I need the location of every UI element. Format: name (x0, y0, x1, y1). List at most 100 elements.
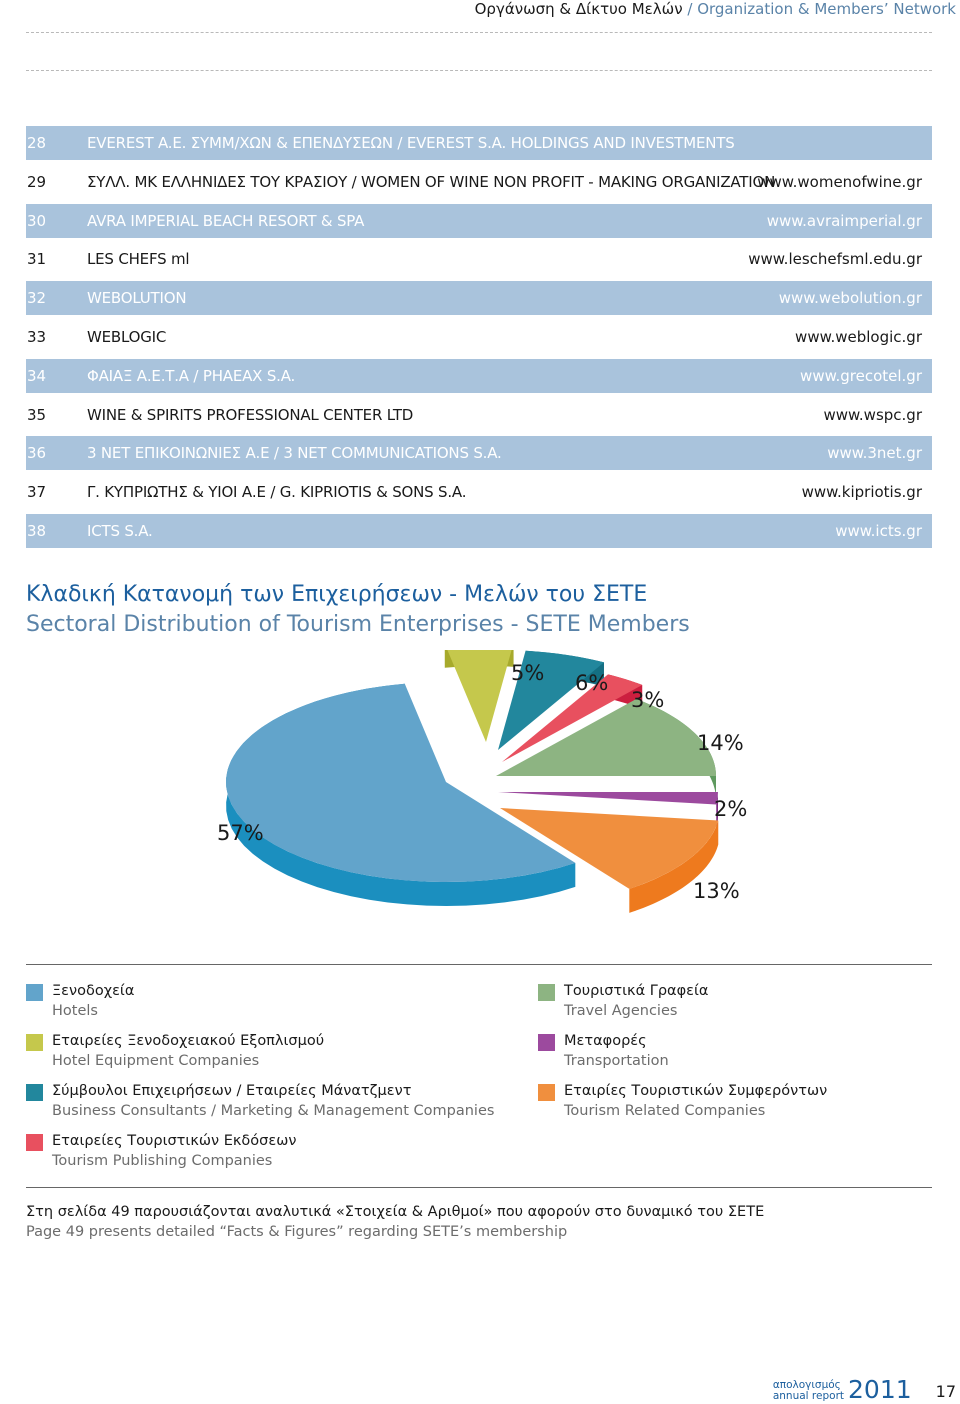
member-number: 29 (27, 172, 47, 191)
member-url-link[interactable]: www.3net.gr (827, 444, 922, 463)
legend-label-greek: Τουριστικά Γραφεία (564, 983, 709, 999)
member-number: 31 (27, 250, 47, 269)
legend-swatch (538, 984, 555, 1001)
header-divider-2 (26, 70, 932, 71)
legend-label-english: Tourism Related Companies (564, 1103, 766, 1119)
member-row: 30 AVRA IMPERIAL BEACH RESORT & SPA www.av… (26, 203, 932, 238)
member-row: 29 ΣΥΛΛ. ΜΚ ΕΛΛΗΝΙΔΕΣ ΤΟΥ ΚΡΑΣΙΟΥ / WOMEN… (26, 165, 932, 199)
legend-label-greek: Εταιρείες Τουριστικών Εκδόσεων (52, 1133, 297, 1149)
member-row: 37 Γ. ΚΥΠΡΙΩΤΗΣ & ΥΙΟΙ Α.Ε / G. KIPRIOTIS… (26, 475, 932, 509)
member-url-link[interactable]: www.icts.gr (835, 521, 922, 540)
pie-data-label: 5% (511, 661, 544, 685)
member-name: Γ. ΚΥΠΡΙΩΤΗΣ & ΥΙΟΙ Α.Ε / G. KIPRIOTIS &… (87, 483, 467, 502)
pie-slice (447, 650, 512, 742)
footer-year: 2011 (848, 1375, 912, 1404)
legend-item: Σύμβουλοι Επιχειρήσεων / Εταιρείες Μάνατ… (26, 1081, 494, 1121)
footer-label-english: annual report (772, 1390, 845, 1402)
footer-label: απολογισμός annual report (773, 1380, 844, 1402)
member-url-link[interactable]: www.grecotel.gr (800, 366, 922, 385)
legend-swatch (538, 1084, 555, 1101)
running-header: Οργάνωση & Δίκτυο Μελών / Organization &… (475, 0, 956, 18)
legend-label-greek: Σύμβουλοι Επιχειρήσεων / Εταιρείες Μάνατ… (52, 1083, 412, 1099)
pie-slice (225, 683, 576, 882)
member-number: 33 (27, 327, 47, 346)
member-row: 34 ΦΑΙΑΞ Α.Ε.Τ.Α / PHAEAX S.A. www.grecote… (26, 358, 932, 393)
section-title-greek: Κλαδική Κατανομή των Επιχειρήσεων - Μελώ… (26, 582, 648, 607)
member-number: 38 (27, 521, 47, 540)
pie-data-label: 3% (631, 688, 664, 712)
legend-right: Τουριστικά Γραφεία Travel Agencies Μεταφορ… (538, 981, 827, 1121)
member-row: 28 EVEREST A.E. ΣΥΜΜ/ΧΩΝ & ΕΠΕΝΔΥΣΕΩΝ / E… (26, 126, 932, 160)
page-number: 17 (935, 1382, 956, 1401)
pie-data-label: 57% (217, 821, 264, 845)
member-name: LES CHEFS ml (87, 250, 190, 269)
section-title-english: Sectoral Distribution of Tourism Enterpr… (26, 612, 690, 637)
legend-label-english: Tourism Publishing Companies (52, 1153, 273, 1169)
pie-data-label: 13% (693, 879, 740, 903)
pie-slice (498, 650, 604, 750)
members-list: 28 EVEREST A.E. ΣΥΜΜ/ΧΩΝ & ΕΠΕΝΔΥΣΕΩΝ / E… (26, 126, 932, 553)
page-footer: απολογισμός annual report 2011 17 (773, 1375, 956, 1404)
member-row: 38 ICTS S.A. www.icts.gr (26, 513, 932, 548)
legend-label-english: Hotels (52, 1003, 98, 1019)
legend-label-greek: Ξενοδοχεία (52, 983, 135, 999)
member-number: 30 (27, 211, 47, 230)
note-english: Page 49 presents detailed “Facts & Figur… (26, 1224, 568, 1240)
legend-item: Εταιρείες Τουριστικών Εκδόσεων Tourism Pu… (26, 1131, 494, 1171)
legend-swatch (26, 984, 43, 1001)
legend-label-english: Business Consultants / Marketing & Manag… (52, 1103, 495, 1119)
legend-top-rule (26, 964, 932, 965)
note-greek: Στη σελίδα 49 παρουσιάζονται αναλυτικά «… (26, 1204, 765, 1220)
legend-item: Μεταφορές Transportation (538, 1031, 827, 1071)
pie-data-label: 2% (714, 797, 747, 821)
legend-label-english: Travel Agencies (564, 1003, 678, 1019)
member-number: 35 (27, 405, 47, 424)
pie-slice (496, 698, 716, 776)
legend-label-english: Transportation (564, 1053, 669, 1069)
member-number: 34 (27, 366, 47, 385)
footer-label-greek: απολογισμός (772, 1379, 841, 1391)
member-row: 31 LES CHEFS ml www.leschefsml.edu.gr (26, 242, 932, 276)
member-name: WINE & SPIRITS PROFESSIONAL CENTER LTD (87, 405, 414, 424)
section-title: Κλαδική Κατανομή των Επιχειρήσεων - Μελώ… (26, 580, 690, 640)
pie-data-label: 14% (697, 731, 744, 755)
legend-left: Ξενοδοχεία Hotels Εταιρείες Ξενοδοχειακού … (26, 981, 494, 1171)
pie-slice-side (226, 683, 576, 906)
legend-label-greek: Εταιρείες Ξενοδοχειακού Εξοπλισμού (52, 1033, 325, 1049)
pie-data-label: 6% (575, 671, 608, 695)
sector-pie-chart: 57% 5% 6% 3% 14% 2% 13% (217, 650, 747, 913)
member-name: ΣΥΛΛ. ΜΚ ΕΛΛΗΝΙΔΕΣ ΤΟΥ ΚΡΑΣΙΟΥ / WOMEN O… (87, 172, 776, 191)
legend-item: Εταιρίες Τουριστικών Συμφερόντων Tourism … (538, 1081, 827, 1121)
member-url-link[interactable]: www.leschefsml.edu.gr (748, 250, 922, 269)
legend-swatch (538, 1034, 555, 1051)
member-row: 33 WEBLOGIC www.weblogic.gr (26, 320, 932, 354)
member-row: 32 WEBOLUTION www.webolution.gr (26, 281, 932, 316)
member-url-link[interactable]: www.womenofwine.gr (757, 172, 922, 191)
member-url-link[interactable]: www.weblogic.gr (795, 327, 922, 346)
member-number: 37 (27, 483, 47, 502)
member-url-link[interactable]: www.webolution.gr (778, 289, 922, 308)
member-name: WEBOLUTION (87, 289, 187, 308)
legend-label-greek: Εταιρίες Τουριστικών Συμφερόντων (564, 1083, 828, 1099)
pie-slice (502, 674, 643, 762)
legend-swatch (26, 1134, 43, 1151)
legend-swatch (26, 1084, 43, 1101)
header-separator: / (682, 0, 698, 18)
member-name: WEBLOGIC (87, 327, 167, 346)
header-divider (26, 32, 932, 33)
member-row: 36 3 NET ΕΠΙΚΟΙΝΩΝΙΕΣ Α.Ε / 3 NET COMMUNI… (26, 436, 932, 471)
member-number: 28 (27, 134, 47, 152)
legend-item: Εταιρείες Ξενοδοχειακού Εξοπλισμού Hotel … (26, 1031, 494, 1071)
member-url-link[interactable]: www.kipriotis.gr (801, 483, 922, 502)
legend-swatch (26, 1034, 43, 1051)
member-url-link[interactable]: www.wspc.gr (823, 405, 922, 424)
member-row: 35 WINE & SPIRITS PROFESSIONAL CENTER LTD… (26, 398, 932, 432)
member-name: EVEREST A.E. ΣΥΜΜ/ΧΩΝ & ΕΠΕΝΔΥΣΕΩΝ / EVE… (87, 134, 735, 152)
header-greek: Οργάνωση & Δίκτυο Μελών (474, 0, 683, 18)
member-number: 36 (27, 444, 47, 463)
member-name: AVRA IMPERIAL BEACH RESORT & SPA (87, 211, 365, 230)
legend-item: Ξενοδοχεία Hotels (26, 981, 494, 1021)
legend-bottom-rule (26, 1187, 932, 1188)
pie-slice (498, 792, 718, 805)
member-url-link[interactable]: www.avraimperial.gr (766, 211, 922, 230)
